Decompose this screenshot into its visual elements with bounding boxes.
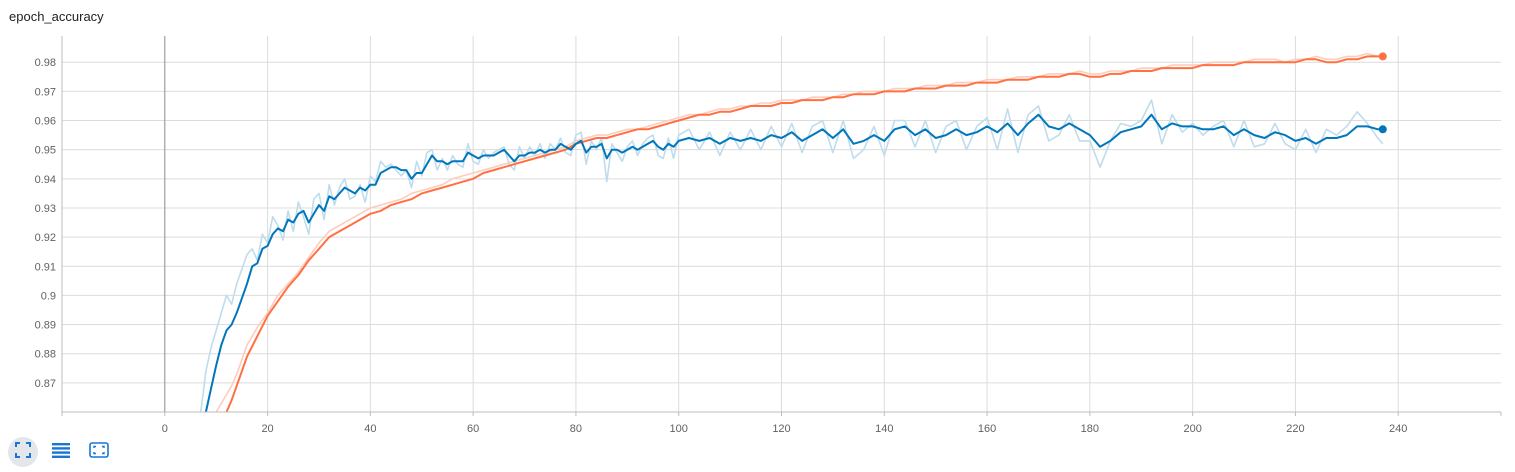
list-icon: [52, 442, 70, 463]
raw-line-1: [200, 99, 1384, 412]
x-tick-label: 120: [772, 423, 790, 432]
end-point-marker-0: [1378, 52, 1387, 61]
end-point-marker-1: [1378, 125, 1387, 134]
toggle-log-button[interactable]: [46, 437, 76, 467]
smoothed-line-0: [225, 55, 1383, 412]
raw-line-0: [215, 52, 1383, 412]
y-tick-label: 0.88: [35, 349, 56, 361]
y-tick-label: 0.9: [41, 290, 56, 302]
y-tick-label: 0.95: [35, 145, 56, 157]
x-tick-label: 180: [1081, 423, 1099, 432]
chart-toolbar: [8, 437, 114, 467]
chart-title: epoch_accuracy: [9, 9, 104, 24]
axes: 0.87 0.88 0.89 0.9 0.91 0.92 0.93 0.94 0.95 0.96 0…: [35, 36, 1502, 432]
chart-plot: 0.87 0.88 0.89 0.9 0.91 0.92 0.93 0.94 0.95 0.96 0…: [35, 36, 1502, 432]
y-tick-label: 0.89: [35, 320, 56, 332]
smoothed-line-1: [204, 113, 1383, 412]
expand-button[interactable]: [8, 437, 38, 467]
x-tick-label: 40: [364, 423, 376, 432]
y-tick-label: 0.94: [35, 174, 56, 186]
x-tick-label: 200: [1183, 423, 1201, 432]
y-tick-label: 0.98: [35, 57, 56, 69]
series-lines: [200, 52, 1384, 412]
x-tick-label: 80: [570, 423, 582, 432]
x-tick-label: 60: [467, 423, 479, 432]
y-tick-label: 0.92: [35, 232, 56, 244]
x-tick-label: 220: [1286, 423, 1304, 432]
y-tick-label: 0.93: [35, 203, 56, 215]
expand-icon: [15, 441, 31, 463]
x-tick-label: 100: [670, 423, 688, 432]
x-tick-label: 140: [875, 423, 893, 432]
x-tick-label: 240: [1389, 423, 1407, 432]
y-tick-label: 0.97: [35, 86, 56, 98]
x-tick-label: 0: [162, 423, 168, 432]
x-tick-label: 20: [261, 423, 273, 432]
x-tick-label: 160: [978, 423, 996, 432]
y-tick-label: 0.87: [35, 378, 56, 390]
fit-domain-icon: [89, 441, 109, 463]
fit-domain-button[interactable]: [84, 437, 114, 467]
y-tick-label: 0.91: [35, 261, 56, 273]
y-tick-label: 0.96: [35, 116, 56, 128]
